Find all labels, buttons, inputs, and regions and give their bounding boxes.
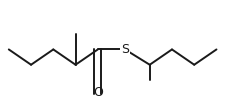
Text: S: S [121, 43, 129, 56]
Text: O: O [93, 86, 103, 99]
